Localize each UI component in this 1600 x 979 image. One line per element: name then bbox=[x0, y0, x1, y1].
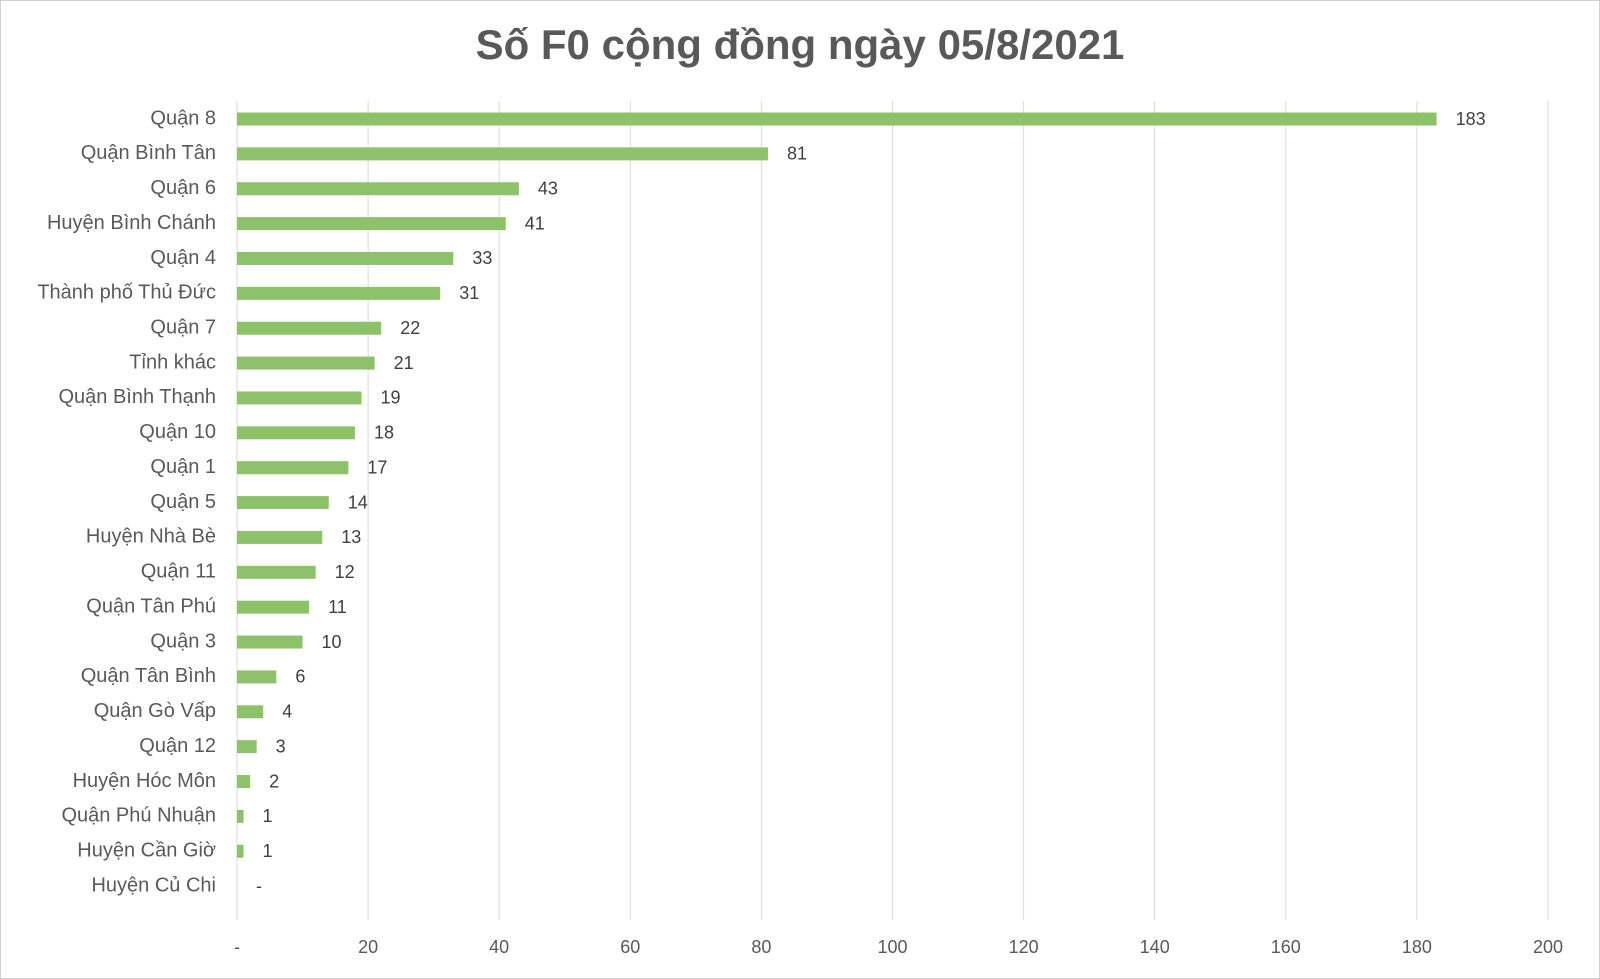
y-tick-label: Quận 1 bbox=[150, 456, 216, 478]
y-tick-label: Quận 6 bbox=[150, 177, 216, 199]
bar bbox=[237, 844, 244, 858]
bar bbox=[237, 530, 323, 544]
value-label: 43 bbox=[538, 178, 558, 198]
y-tick-label: Quận Tân Phú bbox=[86, 595, 216, 617]
bar bbox=[237, 426, 355, 440]
value-label: 81 bbox=[787, 144, 807, 164]
value-label: 4 bbox=[282, 702, 292, 722]
y-tick-label: Quận 5 bbox=[150, 491, 216, 513]
y-tick-label: Quận 11 bbox=[141, 561, 216, 583]
bar bbox=[237, 809, 244, 823]
y-tick-label: Quận 10 bbox=[139, 421, 216, 443]
value-label: 1 bbox=[263, 806, 273, 826]
value-label: 14 bbox=[348, 492, 368, 512]
y-tick-label: Huyện Củ Chi bbox=[91, 874, 216, 896]
bar bbox=[237, 112, 1437, 126]
y-tick-label: Quận Gò Vấp bbox=[94, 700, 216, 722]
y-tick-label: Quận 12 bbox=[139, 735, 216, 757]
x-tick-label: 200 bbox=[1533, 937, 1563, 957]
x-tick-label: 60 bbox=[620, 937, 640, 957]
bar bbox=[237, 286, 441, 300]
value-label: 183 bbox=[1456, 109, 1486, 129]
x-tick-label: 140 bbox=[1140, 937, 1170, 957]
bar bbox=[237, 182, 519, 196]
x-tick-label: 100 bbox=[877, 937, 907, 957]
x-tick-label: - bbox=[234, 937, 240, 957]
value-label: 31 bbox=[459, 283, 479, 303]
bar bbox=[237, 461, 349, 475]
y-tick-label: Huyện Cần Giờ bbox=[77, 840, 216, 862]
y-tick-label: Quận Tân Bình bbox=[81, 665, 216, 687]
x-tick-label: 40 bbox=[489, 937, 509, 957]
value-label: 22 bbox=[400, 318, 420, 338]
bar bbox=[237, 705, 264, 719]
y-tick-label: Quận Phú Nhuận bbox=[61, 805, 216, 827]
x-tick-label: 80 bbox=[751, 937, 771, 957]
bar bbox=[237, 635, 303, 649]
value-label: 21 bbox=[394, 353, 414, 373]
y-tick-label: Quận 4 bbox=[150, 247, 216, 269]
bar bbox=[237, 670, 277, 684]
x-tick-label: 180 bbox=[1402, 937, 1432, 957]
value-label: - bbox=[256, 876, 262, 896]
value-label: 2 bbox=[269, 771, 279, 791]
y-tick-label: Thành phố Thủ Đức bbox=[37, 282, 216, 304]
y-tick-label: Quận 3 bbox=[150, 630, 216, 652]
bar bbox=[237, 147, 768, 161]
x-tick-label: 120 bbox=[1009, 937, 1039, 957]
y-tick-label: Huyện Nhà Bè bbox=[86, 526, 216, 548]
bar bbox=[237, 391, 362, 405]
value-label: 33 bbox=[472, 248, 492, 268]
value-label: 17 bbox=[367, 457, 387, 477]
bar bbox=[237, 321, 382, 335]
x-tick-label: 20 bbox=[358, 937, 378, 957]
y-tick-label: Tỉnh khác bbox=[129, 351, 216, 373]
x-tick-label: 160 bbox=[1271, 937, 1301, 957]
y-tick-label: Quận 7 bbox=[150, 317, 216, 339]
value-label: 3 bbox=[276, 736, 286, 756]
value-label: 10 bbox=[322, 632, 342, 652]
bar bbox=[237, 740, 257, 754]
bar bbox=[237, 217, 506, 231]
bar bbox=[237, 565, 316, 579]
y-tick-label: Quận Bình Thạnh bbox=[58, 386, 216, 408]
bar bbox=[237, 600, 310, 614]
bar bbox=[237, 251, 454, 265]
value-label: 41 bbox=[525, 213, 545, 233]
y-tick-label: Quận 8 bbox=[150, 107, 216, 129]
value-label: 1 bbox=[263, 841, 273, 861]
bar bbox=[237, 356, 375, 370]
value-label: 11 bbox=[328, 597, 347, 617]
bar bbox=[237, 496, 329, 510]
bar bbox=[237, 775, 251, 789]
y-tick-label: Huyện Bình Chánh bbox=[47, 212, 216, 234]
value-label: 19 bbox=[381, 388, 401, 408]
value-label: 6 bbox=[295, 667, 305, 687]
value-label: 18 bbox=[374, 423, 394, 443]
y-tick-label: Huyện Hóc Môn bbox=[73, 770, 216, 792]
value-label: 13 bbox=[341, 527, 361, 547]
chart-title: Số F0 cộng đồng ngày 05/8/2021 bbox=[476, 21, 1125, 68]
value-label: 12 bbox=[335, 562, 355, 582]
y-tick-label: Quận Bình Tân bbox=[81, 142, 216, 164]
